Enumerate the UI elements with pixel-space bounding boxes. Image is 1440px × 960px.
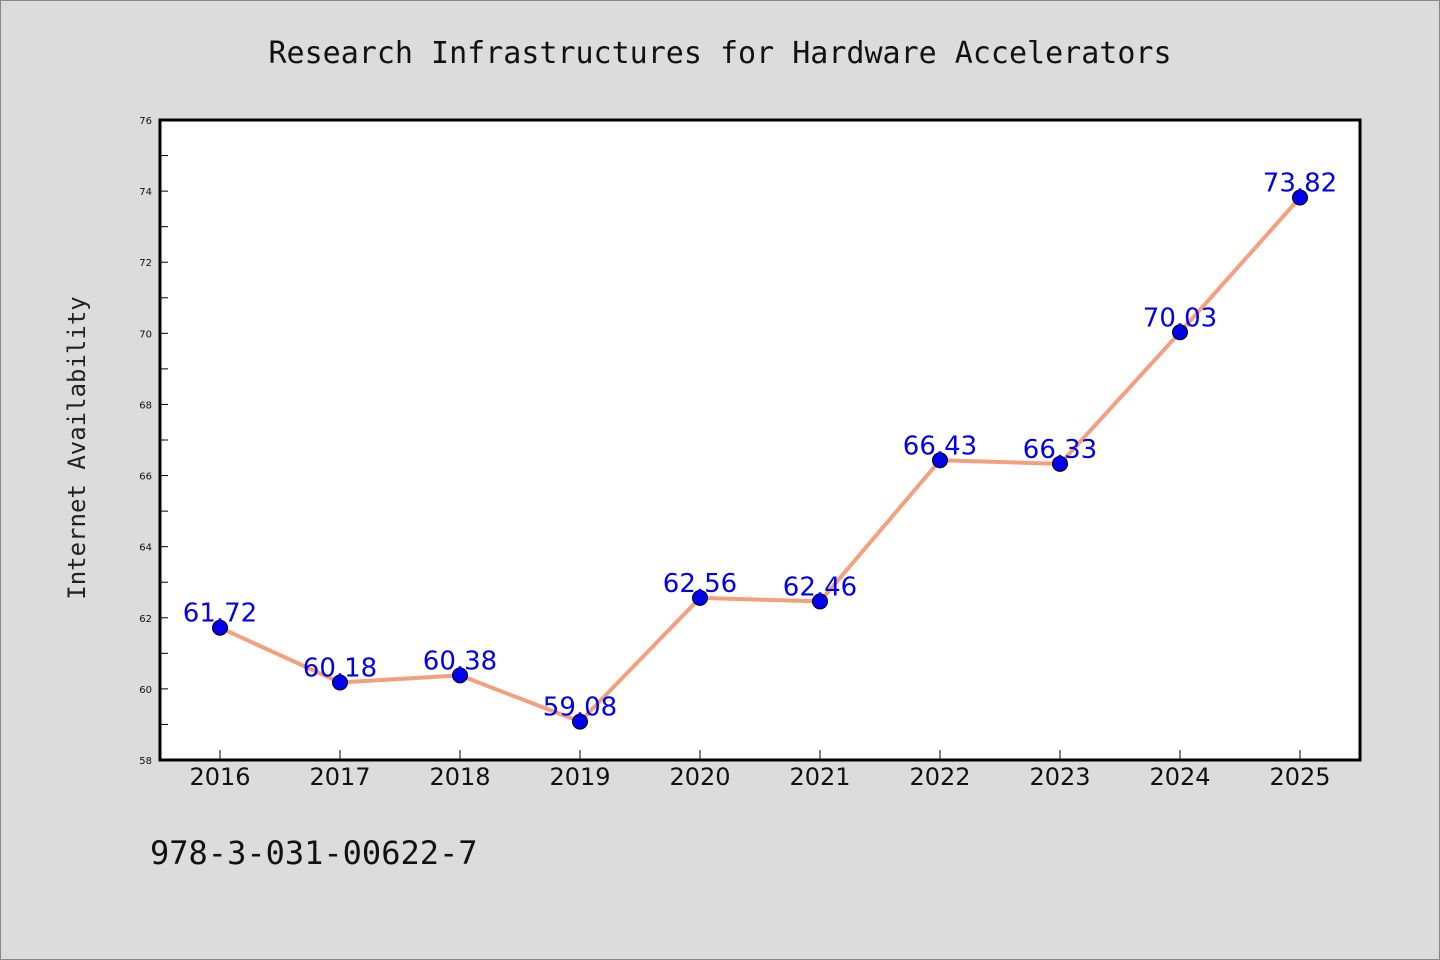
data-point <box>1172 324 1188 341</box>
x-tick-label: 2017 <box>309 763 370 791</box>
data-points <box>212 189 1308 730</box>
y-tick-label: 72 <box>139 258 152 269</box>
y-tick-label: 68 <box>139 400 152 411</box>
data-label: 60.38 <box>423 646 497 676</box>
data-point <box>932 452 948 469</box>
data-labels: 61.72 60.18 60.38 59.08 62.56 62.46 66.43 66.33… <box>183 169 1337 723</box>
y-tick-label: 62 <box>139 614 152 625</box>
data-point <box>812 593 828 610</box>
x-tick-label: 2025 <box>1269 763 1330 791</box>
data-label: 62.56 <box>663 569 737 599</box>
x-tick-label: 2018 <box>429 763 490 791</box>
data-point <box>212 619 228 636</box>
x-tick-label: 2019 <box>549 763 610 791</box>
x-tick-label: 2016 <box>189 763 250 791</box>
data-point <box>1292 189 1308 206</box>
y-tick-label: 74 <box>139 187 152 198</box>
data-label: 60.18 <box>303 653 377 683</box>
data-point <box>692 589 708 606</box>
series-line-layer <box>218 195 1302 724</box>
series-line <box>218 195 1302 724</box>
x-tick-label: 2020 <box>669 763 730 791</box>
data-label: 73.82 <box>1263 169 1337 199</box>
y-tick-label: 66 <box>139 472 152 483</box>
data-label: 66.33 <box>1023 435 1097 465</box>
axis-ticks: 58 60 62 64 66 68 70 72 74 76 2016 2017 2018 2019 2020… <box>139 116 1330 791</box>
y-tick-label: 76 <box>139 116 152 127</box>
chart-title: Research Infrastructures for Hardware Ac… <box>268 36 1171 71</box>
plot-area <box>158 118 1362 762</box>
y-tick-label: 60 <box>139 685 152 696</box>
data-label: 62.46 <box>783 572 857 602</box>
isbn-footer: 978-3-031-00622-7 <box>150 834 478 872</box>
data-point <box>1052 455 1068 472</box>
data-label: 70.03 <box>1143 303 1217 333</box>
data-label: 59.08 <box>543 693 617 723</box>
y-tick-label: 70 <box>139 329 152 340</box>
data-point <box>332 674 348 691</box>
x-tick-label: 2022 <box>909 763 970 791</box>
y-tick-label: 58 <box>139 756 152 767</box>
y-axis-label: Internet Availability <box>63 296 91 599</box>
x-tick-label: 2023 <box>1029 763 1090 791</box>
x-tick-label: 2021 <box>789 763 850 791</box>
data-label: 66.43 <box>903 431 977 461</box>
data-point <box>452 667 468 684</box>
data-label: 61.72 <box>183 599 257 629</box>
x-tick-label: 2024 <box>1149 763 1210 791</box>
y-tick-label: 64 <box>139 543 152 554</box>
data-point <box>572 713 588 730</box>
